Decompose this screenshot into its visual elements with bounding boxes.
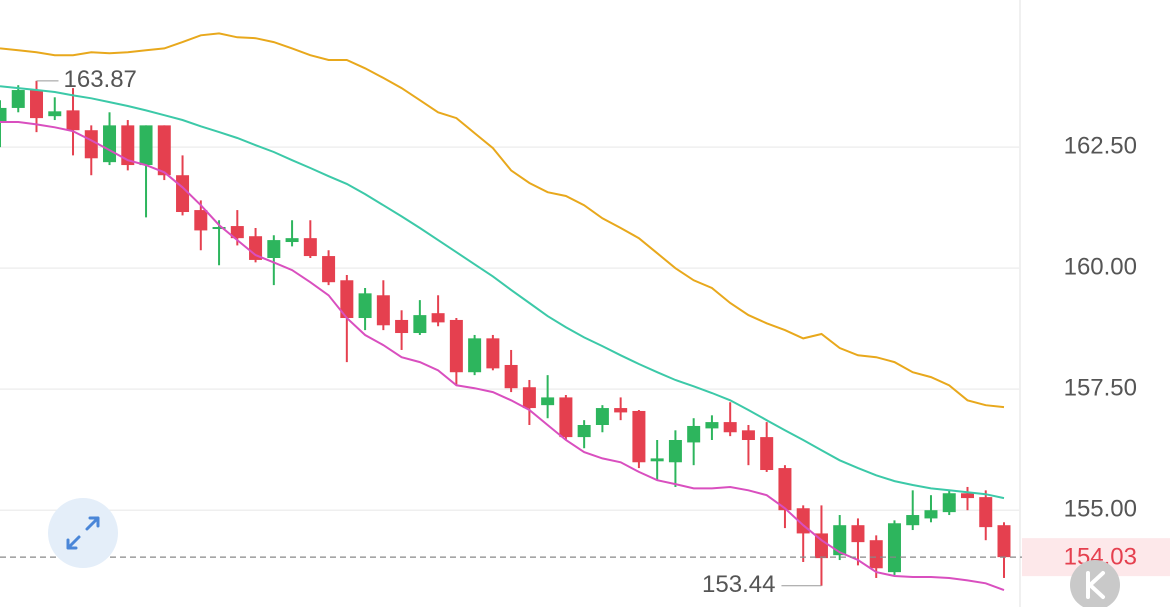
candle-body xyxy=(833,525,847,556)
candle-body xyxy=(303,238,317,257)
candle-body xyxy=(66,110,80,131)
candle-body xyxy=(139,125,153,166)
candle-body xyxy=(960,493,974,499)
candle-body xyxy=(997,525,1011,558)
candle-body xyxy=(887,523,901,573)
candle-body xyxy=(285,238,299,243)
min-label: 153.44 xyxy=(702,571,775,598)
candle-body xyxy=(449,319,463,373)
candle-body xyxy=(778,468,792,511)
candle-body xyxy=(687,425,701,443)
candle-body xyxy=(267,240,281,258)
candle-body xyxy=(358,293,372,319)
candle-body xyxy=(541,397,555,406)
candle-body xyxy=(48,111,62,117)
candle-body xyxy=(11,90,25,108)
candle-body xyxy=(103,125,117,163)
candle-body xyxy=(0,107,7,122)
candle-body xyxy=(157,125,171,176)
candle-body xyxy=(705,422,719,429)
candle-body xyxy=(942,493,956,513)
candle-body xyxy=(121,125,135,166)
indicator-line xyxy=(0,121,1005,592)
candle-body xyxy=(212,227,226,230)
candle-body xyxy=(194,210,208,231)
candle-body xyxy=(595,408,609,425)
expand-button[interactable] xyxy=(48,498,118,568)
candle-body xyxy=(668,440,682,463)
candle-body xyxy=(30,90,44,119)
candle-body xyxy=(577,424,591,438)
candle-body xyxy=(924,510,938,519)
y-tick-label: 155.00 xyxy=(1064,496,1137,523)
y-tick-label: 160.00 xyxy=(1064,254,1137,281)
candle-body xyxy=(486,338,500,369)
candle-body xyxy=(869,540,883,569)
candle-body xyxy=(431,313,445,323)
candle-body xyxy=(979,497,993,528)
candle-body xyxy=(504,364,518,389)
indicator-line xyxy=(0,85,1005,500)
candle-body xyxy=(851,525,865,543)
y-tick-label: 162.50 xyxy=(1064,132,1137,159)
candle-body xyxy=(468,338,482,373)
candle-body xyxy=(723,422,737,433)
candle-body xyxy=(614,408,628,413)
candle-body xyxy=(84,130,98,159)
candle-body xyxy=(760,437,774,471)
candle-body xyxy=(376,295,390,326)
plot-area xyxy=(0,32,1011,592)
candle-body xyxy=(249,236,263,260)
indicator-line xyxy=(0,32,1005,409)
candle-body xyxy=(814,533,828,559)
candle-body xyxy=(322,256,336,283)
candle-body xyxy=(906,515,920,526)
max-label: 163.87 xyxy=(64,66,137,93)
candle-body xyxy=(522,387,536,409)
y-tick-label: 157.50 xyxy=(1064,375,1137,402)
candle-body xyxy=(176,175,190,213)
candle-body xyxy=(395,319,409,334)
candle-body xyxy=(559,397,573,438)
candle-body xyxy=(632,410,646,463)
candle-body xyxy=(650,458,664,462)
kline-button[interactable] xyxy=(1070,560,1120,607)
candle-body xyxy=(230,226,244,239)
candle-body xyxy=(741,430,755,441)
y-axis: 155.00 157.50 160.00 162.50 xyxy=(1064,132,1137,522)
candle-body xyxy=(413,315,427,334)
candle-body xyxy=(340,280,354,319)
